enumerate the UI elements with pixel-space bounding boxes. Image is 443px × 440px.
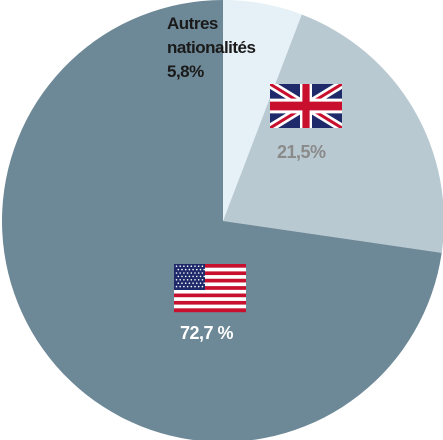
us-flag-icon: [174, 264, 246, 313]
label-us-value: 72,7 %: [180, 323, 234, 343]
label-uk-value: 21,5%: [277, 142, 326, 162]
uk-flag-icon: [270, 84, 342, 128]
label-other-line2: nationalités: [167, 38, 256, 57]
pie-slice-0: [223, 0, 302, 221]
label-other-line1: Autres: [167, 14, 218, 33]
label-other-nationalities: Autres nationalités 5,8%: [167, 12, 256, 84]
label-other-value: 5,8%: [167, 62, 204, 81]
pie-slice-1: [223, 14, 443, 253]
